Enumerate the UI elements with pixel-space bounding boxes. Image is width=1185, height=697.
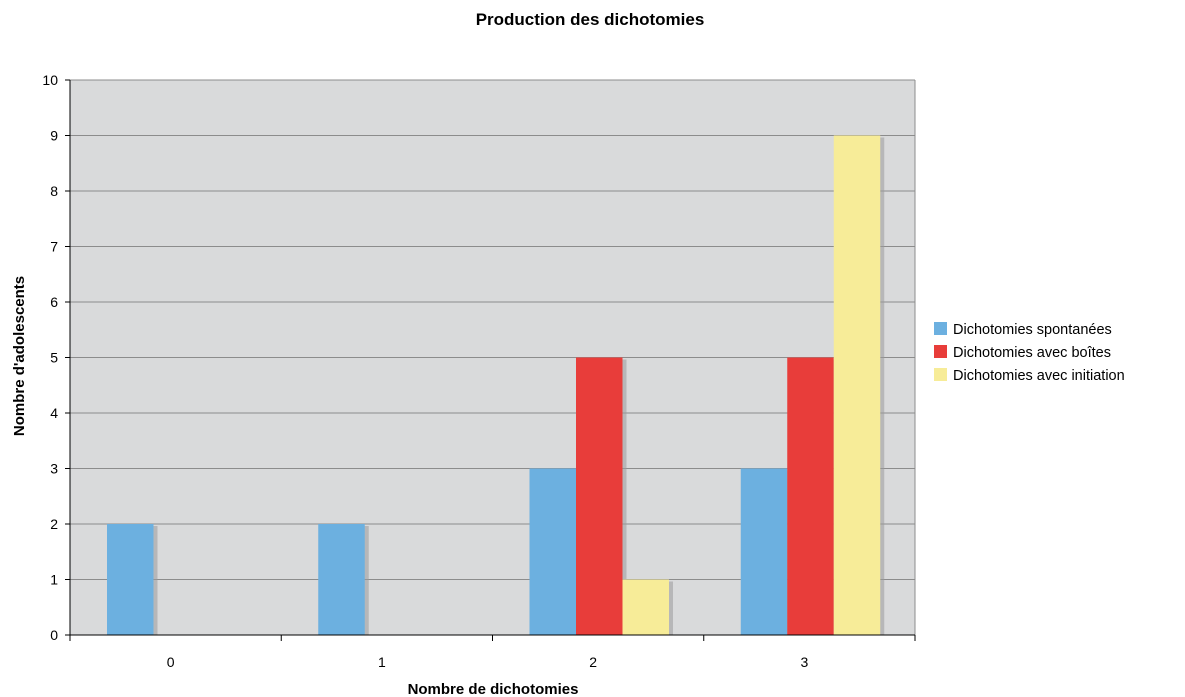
axes [65, 79, 916, 641]
y-tick-label: 1 [50, 572, 58, 588]
bar [833, 135, 881, 635]
y-tick-label: 8 [50, 183, 58, 199]
y-tick-label: 9 [50, 128, 58, 144]
x-tick-label: 2 [589, 654, 597, 670]
bar [318, 524, 365, 635]
x-tick-label: 1 [378, 654, 386, 670]
x-tick-labels: 0 1 2 3 [167, 654, 809, 670]
legend-swatch [934, 322, 947, 335]
y-tick-label: 5 [50, 350, 58, 366]
bar [787, 357, 834, 635]
x-tick-label: 0 [167, 654, 175, 670]
y-axis-title: Nombre d'adolescents [11, 276, 28, 436]
bar [740, 468, 788, 635]
chart-title: Production des dichotomies [476, 10, 705, 29]
gridlines [70, 79, 916, 635]
legend-label: Dichotomies avec boîtes [953, 345, 1111, 361]
legend-swatch [934, 345, 947, 358]
bars [107, 135, 885, 635]
legend-label: Dichotomies avec initiation [953, 368, 1125, 384]
y-tick-label: 4 [50, 405, 58, 421]
legend-swatch [934, 368, 947, 381]
legend: Dichotomies spontanées Dichotomies avec b… [934, 322, 1125, 384]
y-tick-label: 0 [50, 627, 58, 643]
y-tick-label: 2 [50, 516, 58, 532]
y-tick-labels: 0 1 2 3 4 5 6 7 8 9 10 [42, 72, 58, 643]
legend-label: Dichotomies spontanées [953, 322, 1112, 338]
x-tick-label: 3 [800, 654, 808, 670]
y-tick-label: 6 [50, 294, 58, 310]
bar [529, 468, 576, 635]
legend-item: Dichotomies avec boîtes [934, 345, 1111, 361]
legend-item: Dichotomies spontanées [934, 322, 1112, 338]
bar [107, 524, 154, 635]
bar [576, 357, 623, 635]
y-tick-label: 3 [50, 461, 58, 477]
y-tick-label: 10 [42, 72, 58, 88]
y-tick-label: 7 [50, 239, 58, 255]
x-axis-title: Nombre de dichotomies [408, 681, 579, 697]
bar [622, 579, 669, 635]
legend-item: Dichotomies avec initiation [934, 368, 1125, 384]
